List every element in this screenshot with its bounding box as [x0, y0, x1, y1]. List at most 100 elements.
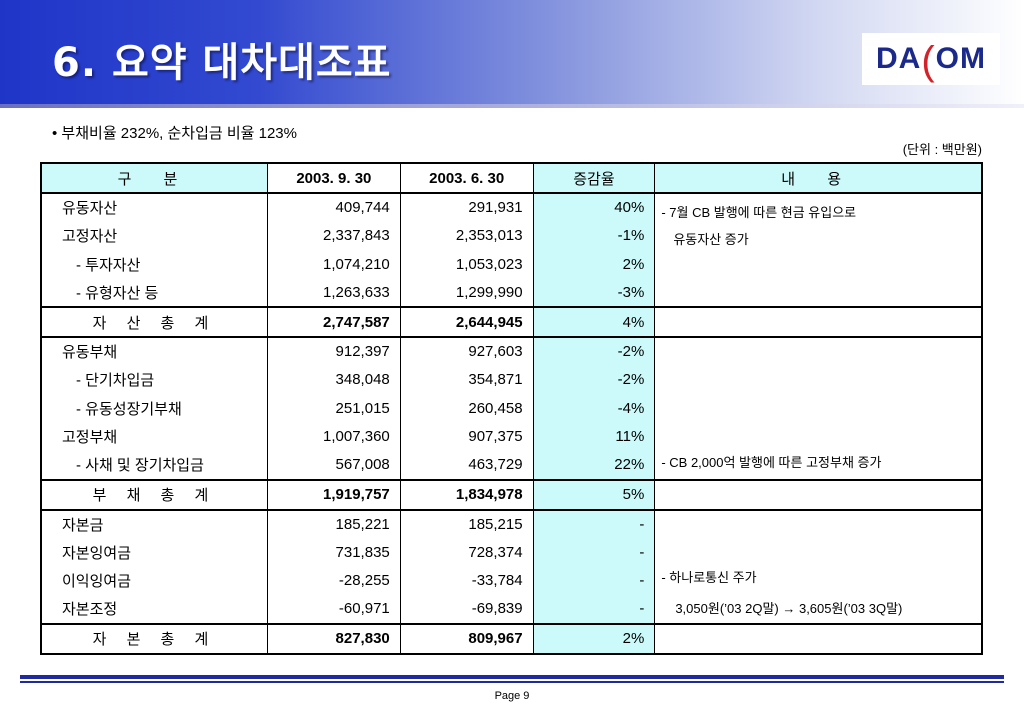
col-header-rate: 증감율 — [532, 163, 656, 194]
total-rate: 2% — [532, 622, 656, 655]
value-sep: 185,221 — [266, 509, 401, 538]
value-rate: -3% — [532, 278, 656, 307]
value-jun: 927,603 — [399, 337, 534, 366]
table-row: 자본조정 -60,971 -69,839 - — [40, 595, 982, 624]
value-jun: 728,374 — [399, 538, 534, 567]
row-label: 자본금 — [40, 509, 268, 538]
page-number: Page 9 — [494, 690, 530, 702]
table-row: - 사채 및 장기차입금 567,008 463,729 22% — [40, 451, 982, 480]
value-rate: 40% — [532, 193, 656, 222]
col-header-category: 구 분 — [40, 163, 268, 194]
row-label: - 유동성장기부채 — [40, 394, 268, 423]
row-label: - 사채 및 장기차입금 — [40, 451, 268, 480]
total-sep: 1,919,757 — [266, 478, 401, 511]
header-divider — [0, 104, 1024, 108]
value-rate: - — [532, 538, 656, 567]
total-jun: 809,967 — [399, 622, 534, 655]
value-jun: 185,215 — [399, 509, 534, 538]
logo-text-right: OM — [935, 42, 986, 75]
table-row: 고정자산 2,337,843 2,353,013 -1% — [40, 221, 982, 250]
value-rate: - — [532, 595, 656, 624]
row-label: 고정부채 — [40, 422, 268, 451]
value-jun: 2,353,013 — [399, 221, 534, 250]
value-sep: 1,263,633 — [266, 278, 401, 307]
total-sep: 827,830 — [266, 622, 401, 655]
table-row: - 단기차입금 348,048 354,871 -2% — [40, 365, 982, 394]
row-label: 이익잉여금 — [40, 566, 268, 595]
equity-note: - 하나로통신 주가 3,050원(’03 2Q말) → 3,605원(’03 … — [654, 509, 983, 624]
equity-note-line2: 3,050원(’03 2Q말) → 3,605원(’03 3Q말) — [675, 600, 903, 616]
row-label: 유동자산 — [40, 193, 268, 222]
value-rate: - — [532, 509, 656, 538]
assets-note: - 7월 CB 발행에 따른 현금 유입으로 유동자산 증가 — [654, 193, 983, 307]
footer-rule-thick — [20, 675, 1004, 679]
value-rate: -4% — [532, 394, 656, 423]
value-jun: 354,871 — [399, 365, 534, 394]
equity-note-line1: - 하나로통신 주가 — [661, 569, 757, 585]
table-row: 이익잉여금 -28,255 -33,784 - — [40, 566, 982, 595]
table-row: - 투자자산 1,074,210 1,053,023 2% — [40, 250, 982, 279]
value-sep: 348,048 — [266, 365, 401, 394]
total-note-blank — [654, 622, 983, 655]
value-sep: 731,835 — [266, 538, 401, 567]
assets-note-line1: - 7월 CB 발행에 따른 현금 유입으로 — [661, 205, 857, 220]
liabilities-note-line: - CB 2,000억 발행에 따른 고정부채 증가 — [661, 454, 882, 470]
table-row: 자본잉여금 731,835 728,374 - — [40, 538, 982, 567]
value-sep: 1,007,360 — [266, 422, 401, 451]
total-label: 부 채 총 계 — [40, 478, 268, 511]
table-header-row: 구 분 2003. 9. 30 2003. 6. 30 증감율 내 용 — [40, 163, 983, 194]
value-jun: -33,784 — [399, 566, 534, 595]
value-jun: 907,375 — [399, 422, 534, 451]
liabilities-note: - CB 2,000억 발행에 따른 고정부채 증가 — [654, 337, 983, 480]
dacom-logo: DA(OM — [862, 33, 1000, 85]
total-note-blank — [654, 306, 983, 338]
col-header-note: 내 용 — [654, 163, 983, 194]
row-label: 유동부채 — [40, 337, 268, 366]
value-jun: 1,053,023 — [399, 250, 534, 279]
value-jun: 291,931 — [399, 193, 534, 222]
table-row: 고정부채 1,007,360 907,375 11% — [40, 422, 982, 451]
assets-total-row: 자 산 총 계 2,747,587 2,644,945 4% — [40, 306, 983, 338]
value-jun: -69,839 — [399, 595, 534, 624]
value-rate: -2% — [532, 365, 656, 394]
value-rate: 11% — [532, 422, 656, 451]
table-row: 자본금 185,221 185,215 - - 하나로통신 주가 3,050원(… — [40, 509, 983, 624]
total-note-blank — [654, 478, 983, 511]
value-sep: 1,074,210 — [266, 250, 401, 279]
value-sep: -60,971 — [266, 595, 401, 624]
value-jun: 260,458 — [399, 394, 534, 423]
value-rate: -2% — [532, 337, 656, 366]
balance-sheet-table: 구 분 2003. 9. 30 2003. 6. 30 증감율 내 용 유동자산… — [40, 162, 983, 655]
row-label: - 유형자산 등 — [40, 278, 268, 307]
row-label: 자본잉여금 — [40, 538, 268, 567]
table-row: 유동자산 409,744 291,931 40% - 7월 CB 발행에 따른 … — [40, 193, 983, 307]
total-jun: 2,644,945 — [399, 306, 534, 338]
value-sep: 251,015 — [266, 394, 401, 423]
logo-text-left: DA — [876, 42, 922, 75]
value-sep: 567,008 — [266, 451, 401, 480]
summary-bullet: • 부채비율 232%, 순차입금 비율 123% — [52, 125, 297, 142]
value-sep: -28,255 — [266, 566, 401, 595]
unit-label: (단위 : 백만원) — [902, 142, 982, 157]
row-label: - 단기차입금 — [40, 365, 268, 394]
total-sep: 2,747,587 — [266, 306, 401, 338]
value-sep: 409,744 — [266, 193, 401, 222]
total-rate: 4% — [532, 306, 656, 338]
liabilities-total-row: 부 채 총 계 1,919,757 1,834,978 5% — [40, 478, 983, 511]
header-band — [0, 0, 1024, 104]
value-rate: - — [532, 566, 656, 595]
total-label: 자 산 총 계 — [40, 306, 268, 338]
assets-note-line2: 유동자산 증가 — [673, 232, 749, 247]
table-row: - 유동성장기부채 251,015 260,458 -4% — [40, 394, 982, 423]
table-row: 유동부채 912,397 927,603 -2% - CB 2,000억 발행에… — [40, 337, 983, 480]
value-jun: 1,299,990 — [399, 278, 534, 307]
total-rate: 5% — [532, 478, 656, 511]
col-header-jun: 2003. 6. 30 — [399, 163, 534, 194]
value-sep: 2,337,843 — [266, 221, 401, 250]
value-rate: -1% — [532, 221, 656, 250]
row-label: 자본조정 — [40, 595, 268, 624]
total-jun: 1,834,978 — [399, 478, 534, 511]
row-label: - 투자자산 — [40, 250, 268, 279]
value-sep: 912,397 — [266, 337, 401, 366]
row-label: 고정자산 — [40, 221, 268, 250]
